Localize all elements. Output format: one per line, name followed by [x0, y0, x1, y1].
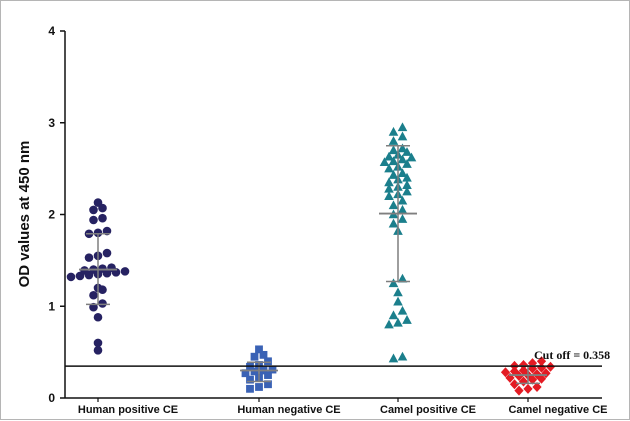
data-point [121, 267, 130, 276]
data-point [389, 136, 399, 145]
error-bars [79, 146, 547, 384]
data-point [389, 219, 399, 228]
data-point [255, 345, 263, 353]
data-point [94, 313, 103, 322]
data-points [67, 122, 555, 395]
data-point [80, 266, 89, 275]
data-point [67, 273, 76, 282]
data-point [89, 206, 98, 215]
data-point [389, 200, 399, 209]
data-point [98, 214, 107, 223]
data-point [523, 384, 532, 394]
data-point [89, 216, 98, 225]
data-point [389, 145, 399, 154]
x-category-label: Camel positive CE [380, 404, 476, 416]
data-point [398, 143, 408, 152]
data-point [389, 354, 399, 363]
data-point [103, 249, 112, 258]
data-point [398, 214, 408, 223]
x-category-labels: Human positive CE Human negative CE Camel … [78, 398, 608, 416]
y-tick-label: 0 [48, 391, 55, 405]
cutoff-label: Cut off = 0.358 [534, 348, 610, 362]
y-tick-label: 4 [48, 24, 55, 38]
axes [65, 31, 602, 398]
data-point [393, 297, 403, 306]
data-point [393, 287, 403, 296]
data-point [251, 353, 259, 361]
y-tick-label: 3 [48, 116, 55, 130]
y-axis-label: OD values at 450 nm [16, 141, 33, 288]
y-tick-label: 1 [48, 299, 55, 313]
x-category-label: Camel negative CE [508, 404, 607, 416]
x-category-label: Human positive CE [78, 404, 178, 416]
data-point [94, 346, 103, 355]
data-point [246, 385, 254, 393]
data-point [98, 299, 107, 308]
data-point [398, 352, 408, 361]
data-point [389, 127, 399, 136]
data-point [389, 278, 399, 287]
data-point [255, 383, 263, 391]
data-point [398, 122, 408, 131]
y-tick-label: 2 [48, 208, 55, 222]
data-point [89, 291, 98, 300]
data-point [402, 315, 412, 324]
y-ticks: 0 1 2 3 4 [48, 24, 65, 405]
data-point [94, 198, 103, 207]
data-point [107, 263, 116, 272]
data-point [384, 320, 394, 329]
data-point [398, 306, 408, 315]
x-category-label: Human negative CE [237, 404, 340, 416]
data-point [94, 339, 103, 348]
data-point [389, 310, 399, 319]
data-point [398, 205, 408, 214]
data-point [398, 132, 408, 141]
data-point [85, 253, 94, 262]
data-point [519, 360, 528, 370]
data-point [98, 264, 107, 273]
